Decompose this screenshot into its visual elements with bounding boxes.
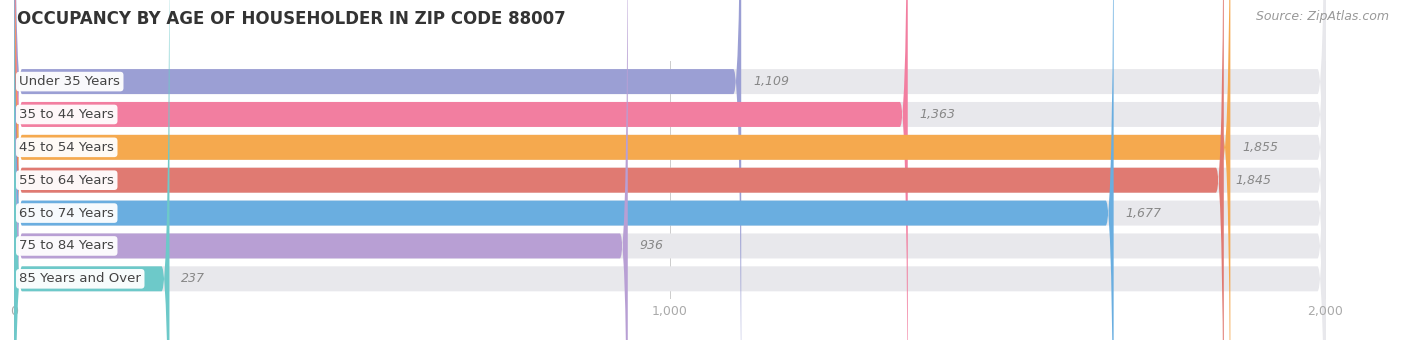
- FancyBboxPatch shape: [14, 0, 1326, 340]
- Text: 65 to 74 Years: 65 to 74 Years: [20, 207, 114, 220]
- Text: Source: ZipAtlas.com: Source: ZipAtlas.com: [1256, 10, 1389, 23]
- FancyBboxPatch shape: [14, 0, 1114, 340]
- Text: 85 Years and Over: 85 Years and Over: [20, 272, 141, 285]
- FancyBboxPatch shape: [14, 0, 1326, 340]
- FancyBboxPatch shape: [14, 0, 908, 340]
- FancyBboxPatch shape: [14, 0, 741, 340]
- FancyBboxPatch shape: [14, 0, 1326, 340]
- FancyBboxPatch shape: [14, 0, 1326, 340]
- Text: 1,845: 1,845: [1236, 174, 1271, 187]
- FancyBboxPatch shape: [14, 0, 1230, 340]
- Text: 35 to 44 Years: 35 to 44 Years: [20, 108, 114, 121]
- FancyBboxPatch shape: [14, 0, 1326, 340]
- FancyBboxPatch shape: [14, 0, 1326, 340]
- Text: 1,677: 1,677: [1125, 207, 1161, 220]
- Text: 75 to 84 Years: 75 to 84 Years: [20, 239, 114, 252]
- FancyBboxPatch shape: [14, 0, 1326, 340]
- FancyBboxPatch shape: [14, 0, 627, 340]
- Text: 55 to 64 Years: 55 to 64 Years: [20, 174, 114, 187]
- FancyBboxPatch shape: [14, 0, 1223, 340]
- Text: 45 to 54 Years: 45 to 54 Years: [20, 141, 114, 154]
- Text: 936: 936: [640, 239, 664, 252]
- FancyBboxPatch shape: [14, 0, 170, 340]
- Text: 1,363: 1,363: [920, 108, 956, 121]
- Text: Under 35 Years: Under 35 Years: [20, 75, 120, 88]
- Text: OCCUPANCY BY AGE OF HOUSEHOLDER IN ZIP CODE 88007: OCCUPANCY BY AGE OF HOUSEHOLDER IN ZIP C…: [17, 10, 565, 28]
- Text: 1,109: 1,109: [754, 75, 789, 88]
- Text: 1,855: 1,855: [1241, 141, 1278, 154]
- Text: 237: 237: [181, 272, 205, 285]
